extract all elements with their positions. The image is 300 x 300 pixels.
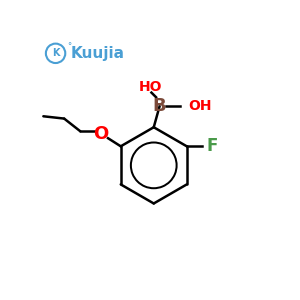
Text: K: K <box>52 48 59 58</box>
Text: HO: HO <box>139 80 162 94</box>
Text: OH: OH <box>188 100 212 113</box>
Text: F: F <box>206 137 218 155</box>
Text: O: O <box>94 124 109 142</box>
Text: B: B <box>153 98 166 116</box>
Text: Kuujia: Kuujia <box>71 46 125 61</box>
Text: °: ° <box>67 42 71 51</box>
